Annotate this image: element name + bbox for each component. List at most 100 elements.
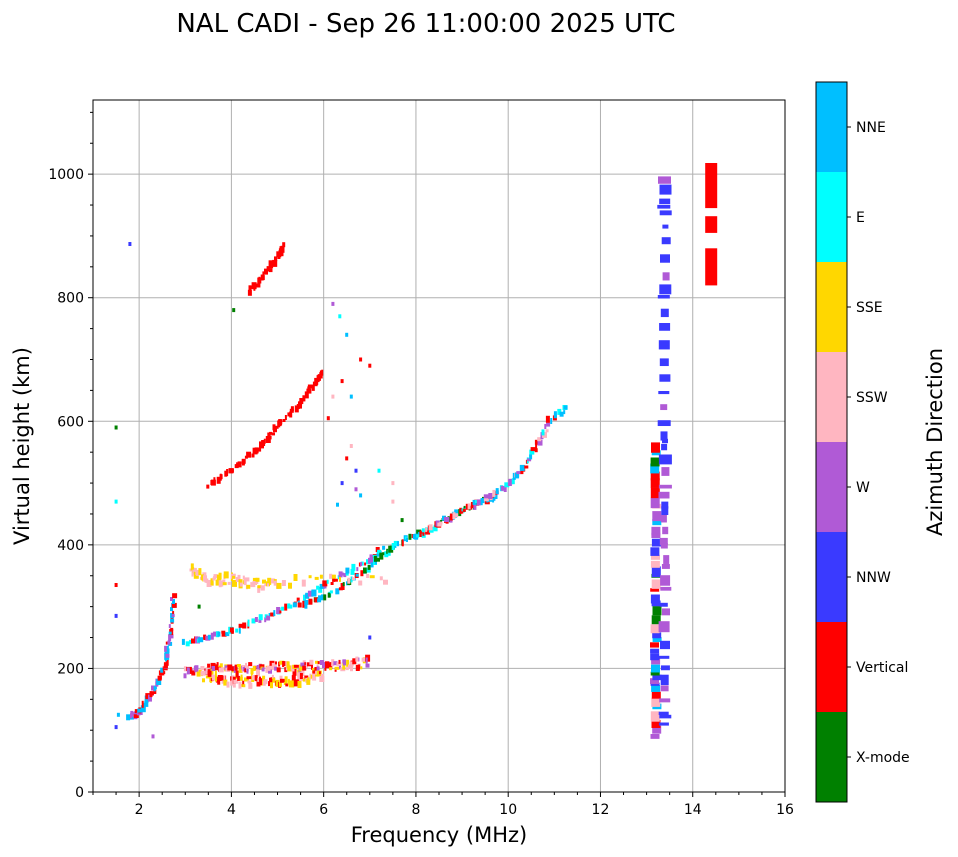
echo-point xyxy=(130,710,134,717)
echo-point xyxy=(326,579,329,584)
echo-point xyxy=(339,576,341,582)
echo-point xyxy=(168,631,172,635)
echo-point xyxy=(661,501,669,509)
echo-point xyxy=(215,664,218,671)
echo-point xyxy=(512,472,516,480)
echo-point xyxy=(421,528,425,533)
echo-point xyxy=(248,285,252,291)
echo-point xyxy=(164,645,169,652)
echo-point xyxy=(307,662,311,667)
echo-point xyxy=(360,562,363,567)
echo-point xyxy=(273,260,277,266)
echo-point xyxy=(495,488,499,495)
echo-point xyxy=(114,425,118,430)
echo-point xyxy=(350,665,353,672)
echo-point xyxy=(193,567,197,571)
echo-point xyxy=(298,668,302,676)
echo-point xyxy=(232,579,237,587)
echo-point xyxy=(133,714,139,718)
echo-point xyxy=(303,594,306,601)
echo-point xyxy=(262,271,265,278)
echo-point xyxy=(659,602,668,607)
echo-point xyxy=(659,698,671,703)
echo-point xyxy=(652,519,662,526)
echo-point xyxy=(308,598,313,605)
echo-point xyxy=(383,579,388,585)
echo-point xyxy=(365,663,370,668)
echo-point xyxy=(237,461,242,468)
echo-point xyxy=(338,659,341,664)
echo-point xyxy=(140,705,146,713)
echo-point xyxy=(355,656,359,662)
x-tick-label: 12 xyxy=(592,802,610,818)
echo-point xyxy=(657,295,670,299)
echo-point xyxy=(404,536,407,540)
echo-point xyxy=(240,674,243,681)
echo-point xyxy=(384,551,389,558)
echo-point xyxy=(368,635,372,640)
echo-point xyxy=(360,666,363,670)
echo-point xyxy=(170,597,173,601)
echo-point xyxy=(256,665,259,670)
echo-point xyxy=(650,711,660,722)
echo-point xyxy=(269,431,272,435)
echo-point xyxy=(114,725,118,730)
echo-point xyxy=(329,662,333,670)
echo-point xyxy=(287,412,291,417)
echo-point xyxy=(650,497,660,509)
echo-point xyxy=(659,714,672,719)
echo-point xyxy=(331,659,335,667)
echo-point xyxy=(333,578,338,582)
echo-point xyxy=(288,582,292,589)
echo-point xyxy=(160,667,164,673)
echo-point xyxy=(658,391,670,395)
echo-point xyxy=(306,388,312,394)
echo-point xyxy=(545,429,549,433)
echo-point xyxy=(530,447,536,452)
echo-point xyxy=(516,471,522,475)
echo-point xyxy=(255,577,260,582)
echo-point xyxy=(350,576,353,583)
echo-point xyxy=(534,448,538,453)
echo-point xyxy=(213,631,218,637)
echo-point xyxy=(116,712,120,717)
echo-point xyxy=(400,518,404,523)
echo-point xyxy=(273,580,277,586)
echo-point xyxy=(365,657,368,664)
echo-point xyxy=(272,424,276,431)
echo-point xyxy=(172,599,175,604)
echo-point xyxy=(519,464,525,471)
echo-point xyxy=(225,667,229,672)
echo-point xyxy=(652,632,662,639)
colorbar-label: Vertical xyxy=(856,660,908,676)
echo-point xyxy=(247,289,252,296)
echo-point xyxy=(238,626,241,634)
echo-point xyxy=(170,618,175,623)
echo-point xyxy=(126,714,131,721)
echo-point xyxy=(319,574,323,579)
echo-point xyxy=(282,419,286,422)
echo-point xyxy=(246,676,252,680)
echo-point xyxy=(305,663,308,669)
echo-point xyxy=(276,667,281,673)
colorbar-segment xyxy=(816,172,847,262)
echo-point xyxy=(305,592,310,599)
echo-point xyxy=(650,678,659,685)
echo-point xyxy=(292,668,297,676)
echo-point xyxy=(244,677,249,682)
echo-point xyxy=(229,627,234,633)
echo-point xyxy=(652,511,662,522)
echo-point xyxy=(500,485,505,491)
echo-point xyxy=(329,573,333,579)
echo-point xyxy=(651,697,661,707)
echo-point xyxy=(286,661,290,669)
echo-point xyxy=(550,418,553,424)
echo-point xyxy=(209,679,212,683)
echo-point xyxy=(361,657,367,662)
echo-point xyxy=(210,662,216,669)
echo-point xyxy=(651,566,661,578)
echo-point xyxy=(284,415,287,420)
echo-point xyxy=(651,691,661,699)
echo-point xyxy=(239,582,243,587)
echo-point xyxy=(377,549,382,554)
